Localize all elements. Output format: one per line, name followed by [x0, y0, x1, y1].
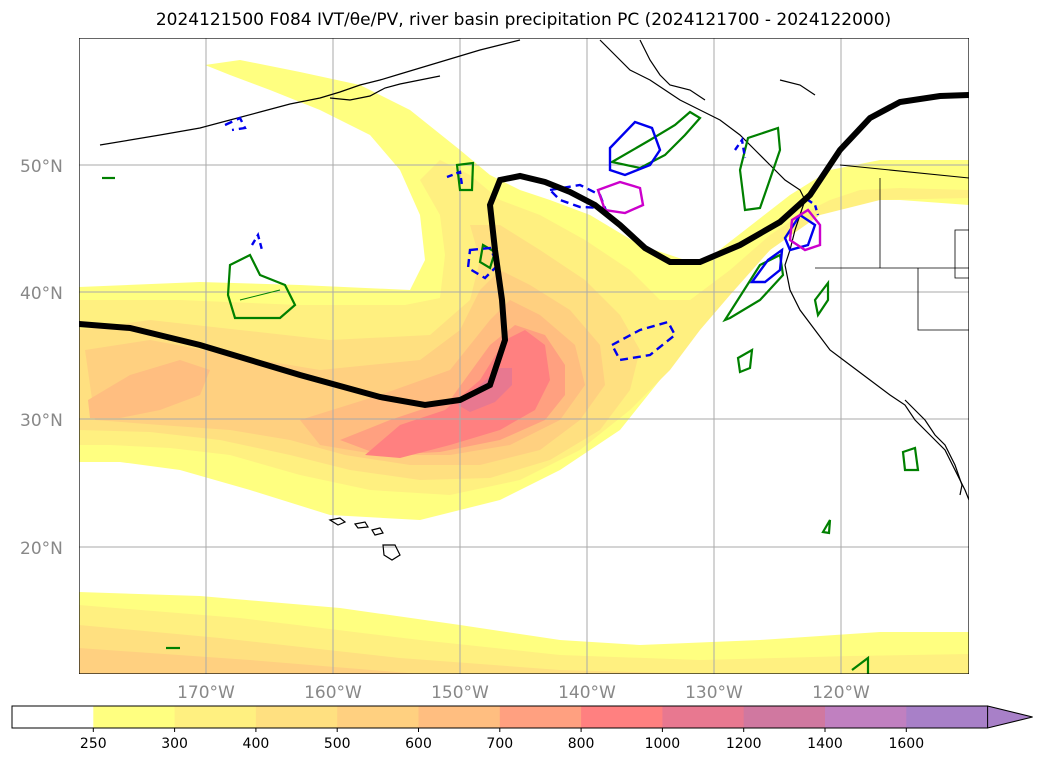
latitude-labels: 50°N 40°N 30°N 20°N [20, 157, 63, 559]
lat-label: 50°N [20, 157, 63, 177]
colorbar-tick-label: 400 [243, 736, 270, 752]
colorbar-tick-label: 1200 [726, 736, 762, 752]
lon-label: 170°W [177, 683, 235, 703]
lon-label: 130°W [685, 683, 743, 703]
colorbar-swatch [743, 706, 826, 728]
colorbar-swatch [174, 706, 257, 728]
colorbar-swatch [906, 706, 989, 728]
colorbar-swatch [418, 706, 501, 728]
lat-label: 40°N [20, 284, 63, 304]
colorbar-swatch [662, 706, 745, 728]
colorbar-tick-label: 800 [568, 736, 595, 752]
colorbar-tick-label: 1400 [807, 736, 843, 752]
lat-label: 20°N [20, 539, 63, 559]
ivt-contour-500-south [79, 648, 420, 674]
graticule [79, 38, 969, 674]
ivt-contour-800-core [365, 330, 550, 458]
colorbar-swatch [825, 706, 907, 728]
colorbar-swatch [12, 706, 94, 728]
map-title: 2024121500 F084 IVT/θe/PV, river basin p… [155, 10, 892, 30]
colorbar-tick-label: 250 [80, 736, 107, 752]
pc-blue-contours [224, 116, 820, 362]
lon-label: 120°W [812, 683, 870, 703]
colorbar-swatch [499, 706, 582, 728]
ivt-contour-600-main [88, 360, 210, 418]
lon-label: 160°W [304, 683, 362, 703]
colorbar-extend-arrow [987, 705, 1033, 729]
lat-label: 30°N [20, 411, 63, 431]
longitude-labels: 170°W 160°W 150°W 140°W 130°W 120°W [177, 683, 870, 703]
colorbar: 250 300 400 500 600 700 800 1000 1200 1400 1600 [11, 705, 1033, 752]
colorbar-tick-label: 1000 [645, 736, 681, 752]
coastlines [99, 39, 969, 561]
lon-label: 140°W [558, 683, 616, 703]
colorbar-swatch [255, 706, 338, 728]
ivt-field [79, 38, 969, 674]
colorbar-tick-label: 600 [405, 736, 432, 752]
colorbar-tick-label: 300 [161, 736, 188, 752]
colorbar-tick-label: 1600 [888, 736, 924, 752]
colorbar-tick-label: 500 [324, 736, 351, 752]
colorbar-tick-label: 700 [486, 736, 513, 752]
lon-label: 150°W [431, 683, 489, 703]
colorbar-swatch [581, 706, 663, 728]
pc-green-contours [102, 110, 920, 674]
colorbar-swatch [337, 706, 419, 728]
theta-pv-contour [79, 92, 969, 409]
colorbar-swatch [93, 706, 176, 728]
